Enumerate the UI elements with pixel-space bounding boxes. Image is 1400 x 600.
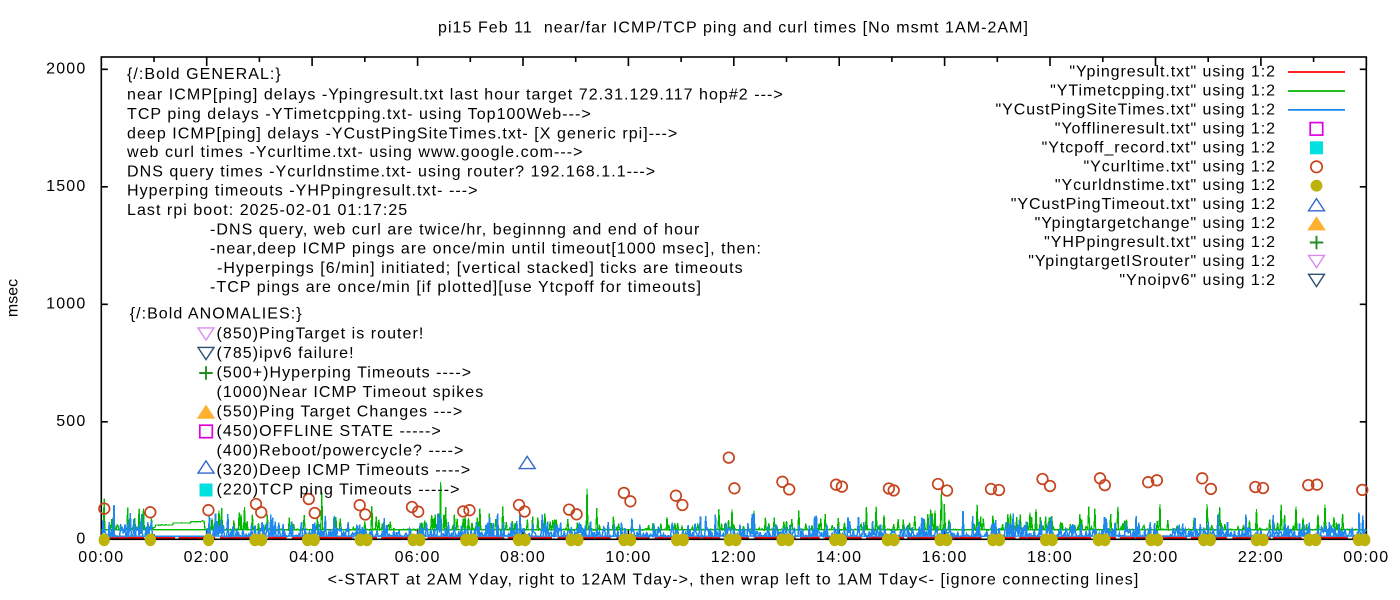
svg-text:14:00: 14:00 bbox=[816, 549, 862, 566]
svg-text:-DNS query, web curl are twice: -DNS query, web curl are twice/hr, begin… bbox=[210, 221, 700, 238]
svg-text:-near,deep ICMP pings are once: -near,deep ICMP pings are once/min until… bbox=[210, 240, 762, 257]
svg-text:(320)Deep ICMP Timeouts ---->: (320)Deep ICMP Timeouts ----> bbox=[217, 462, 472, 479]
svg-text:"YCustPingTimeout.txt" using 1: "YCustPingTimeout.txt" using 1:2 bbox=[1011, 196, 1276, 213]
svg-text:(220)TCP ping Timeouts ----->: (220)TCP ping Timeouts -----> bbox=[217, 482, 461, 499]
svg-text:"Ynoipv6" using 1:2: "Ynoipv6" using 1:2 bbox=[1119, 272, 1276, 289]
svg-text:TCP ping delays -YTimetcpping.: TCP ping delays -YTimetcpping.txt- using… bbox=[127, 106, 592, 123]
svg-text:-Hyperpings [6/min] initiated;: -Hyperpings [6/min] initiated; [vertical… bbox=[217, 260, 744, 277]
svg-text:-TCP pings are once/min [if pl: -TCP pings are once/min [if plotted][use… bbox=[210, 279, 702, 296]
svg-text:0: 0 bbox=[76, 530, 86, 547]
svg-text:00:00: 00:00 bbox=[78, 549, 124, 566]
svg-text:"Ypingresult.txt" using 1:2: "Ypingresult.txt" using 1:2 bbox=[1069, 64, 1276, 81]
svg-text:(1000)Near ICMP Timeout spikes: (1000)Near ICMP Timeout spikes bbox=[217, 384, 485, 401]
svg-text:Last rpi boot: 2025-02-01 01:1: Last rpi boot: 2025-02-01 01:17:25 bbox=[127, 202, 408, 219]
svg-text:{/:Bold GENERAL:}: {/:Bold GENERAL:} bbox=[127, 66, 282, 83]
svg-text:(400)Reboot/powercycle? ---->: (400)Reboot/powercycle? ----> bbox=[217, 443, 465, 460]
svg-text:"YTimetcpping.txt" using 1:2: "YTimetcpping.txt" using 1:2 bbox=[1050, 83, 1276, 100]
svg-text:web curl times -Ycurltime.txt-: web curl times -Ycurltime.txt- using www… bbox=[126, 144, 584, 161]
svg-text:04:00: 04:00 bbox=[289, 549, 335, 566]
svg-text:deep ICMP[ping] delays -YCustP: deep ICMP[ping] delays -YCustPingSiteTim… bbox=[127, 125, 678, 142]
svg-text:500: 500 bbox=[56, 413, 86, 430]
svg-text:1000: 1000 bbox=[46, 295, 86, 312]
svg-text:08:00: 08:00 bbox=[500, 549, 546, 566]
svg-text:DNS query times -Ycurldnstime.: DNS query times -Ycurldnstime.txt- using… bbox=[127, 164, 656, 181]
svg-text:12:00: 12:00 bbox=[711, 549, 757, 566]
svg-text:18:00: 18:00 bbox=[1027, 549, 1073, 566]
svg-text:"Ycurldnstime.txt" using 1:2: "Ycurldnstime.txt" using 1:2 bbox=[1055, 177, 1276, 194]
svg-text:near ICMP[ping] delays -Ypingr: near ICMP[ping] delays -Ypingresult.txt … bbox=[127, 87, 784, 104]
svg-text:"Ytcpoff_record.txt" using 1:2: "Ytcpoff_record.txt" using 1:2 bbox=[1042, 139, 1276, 156]
svg-text:(550)Ping Target Changes --->: (550)Ping Target Changes ---> bbox=[217, 404, 464, 421]
svg-text:00:00: 00:00 bbox=[1343, 549, 1389, 566]
svg-text:"YHPpingresult.txt" using 1:2: "YHPpingresult.txt" using 1:2 bbox=[1044, 234, 1276, 251]
svg-text:(500+)Hyperping Timeouts ---->: (500+)Hyperping Timeouts ----> bbox=[217, 365, 473, 382]
svg-text:16:00: 16:00 bbox=[922, 549, 968, 566]
svg-text:06:00: 06:00 bbox=[395, 549, 441, 566]
svg-text:"YCustPingSiteTimes.txt" using: "YCustPingSiteTimes.txt" using 1:2 bbox=[995, 101, 1276, 118]
svg-text:"YpingtargetISrouter" using 1:: "YpingtargetISrouter" using 1:2 bbox=[1028, 253, 1276, 270]
svg-text:(850)PingTarget is router!: (850)PingTarget is router! bbox=[217, 326, 425, 343]
svg-text:{/:Bold ANOMALIES:}: {/:Bold ANOMALIES:} bbox=[130, 306, 303, 323]
svg-text:(785)ipv6 failure!: (785)ipv6 failure! bbox=[217, 345, 355, 362]
svg-text:<-START at 2AM Yday, right to: <-START at 2AM Yday, right to 12AM Tday-… bbox=[328, 572, 1140, 589]
svg-text:pi15 Feb 11 near/far ICMP/TCP: pi15 Feb 11 near/far ICMP/TCP ping and c… bbox=[438, 20, 1029, 37]
svg-text:"Ypingtargetchange" using 1:2: "Ypingtargetchange" using 1:2 bbox=[1035, 215, 1276, 232]
svg-text:msec: msec bbox=[5, 279, 22, 317]
svg-text:2000: 2000 bbox=[46, 60, 86, 77]
svg-text:20:00: 20:00 bbox=[1132, 549, 1178, 566]
svg-text:02:00: 02:00 bbox=[184, 549, 230, 566]
svg-text:10:00: 10:00 bbox=[605, 549, 651, 566]
svg-text:1500: 1500 bbox=[46, 178, 86, 195]
svg-text:(450)OFFLINE STATE ----->: (450)OFFLINE STATE -----> bbox=[217, 423, 442, 440]
svg-text:Hyperping timeouts -YHPpingres: Hyperping timeouts -YHPpingresult.txt- -… bbox=[127, 183, 478, 200]
svg-text:22:00: 22:00 bbox=[1238, 549, 1284, 566]
svg-text:"Ycurltime.txt" using 1:2: "Ycurltime.txt" using 1:2 bbox=[1083, 158, 1276, 175]
svg-text:"Yofflineresult.txt" using 1:2: "Yofflineresult.txt" using 1:2 bbox=[1055, 120, 1276, 137]
